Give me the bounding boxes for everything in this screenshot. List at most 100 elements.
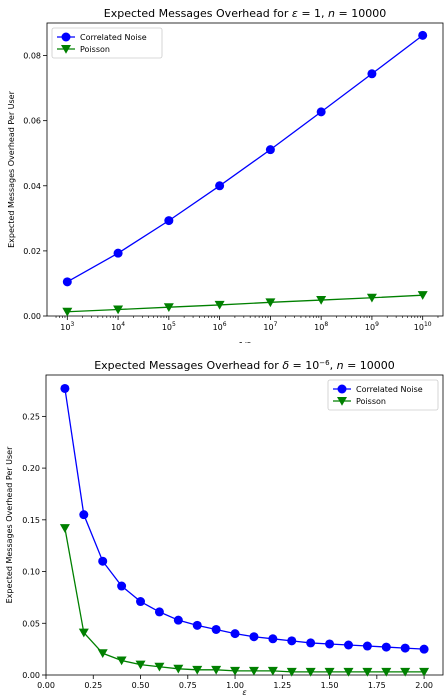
y-tick-label: 0.10	[22, 568, 40, 577]
legend: Correlated Noise Poisson	[327, 379, 439, 411]
data-point	[367, 69, 377, 79]
data-point	[268, 634, 278, 644]
data-point	[214, 300, 225, 310]
data-point	[164, 216, 174, 226]
y-axis-label: Expected Messages Overhead Per User	[7, 90, 16, 247]
data-point	[135, 660, 146, 670]
data-point	[62, 277, 72, 287]
x-axis-label: ε	[242, 688, 247, 697]
plot-frame	[45, 374, 444, 676]
data-point	[400, 667, 411, 677]
data-point	[154, 607, 164, 617]
y-tick-label: 0.20	[22, 464, 40, 473]
x-tick-label: 1010	[414, 321, 432, 332]
series-poisson	[62, 291, 428, 317]
data-point	[192, 665, 203, 675]
x-tick-label: 0.00	[37, 681, 55, 690]
series-line	[64, 388, 425, 650]
legend-marker	[61, 32, 71, 42]
data-point	[79, 510, 89, 520]
data-point	[343, 640, 353, 650]
data-point	[230, 629, 240, 639]
y-tick-label: 0.25	[22, 412, 40, 421]
legend-label: Poisson	[80, 45, 110, 54]
data-point	[248, 666, 259, 676]
data-point	[192, 620, 202, 630]
x-tick-label: 107	[263, 321, 277, 332]
legend-label: Correlated Noise	[356, 385, 423, 394]
data-point	[98, 556, 108, 566]
data-point	[362, 667, 373, 677]
data-point	[117, 581, 127, 591]
data-point	[362, 641, 372, 651]
data-point	[325, 639, 335, 649]
y-tick-label: 0.00	[22, 671, 40, 680]
data-point	[62, 307, 73, 317]
legend-box	[51, 27, 163, 59]
series-correlated-noise	[60, 383, 429, 654]
data-point	[267, 666, 278, 676]
legend-marker	[337, 397, 347, 406]
x-tick-label: 1.00	[226, 681, 244, 690]
legend-box	[327, 379, 439, 411]
x-tick-label: 1.75	[368, 681, 386, 690]
y-axis-label: Expected Messages Overhead Per User	[5, 446, 14, 603]
data-point	[113, 248, 123, 258]
data-point	[417, 291, 428, 300]
data-point	[400, 643, 410, 653]
series-line	[66, 34, 424, 283]
data-point	[419, 667, 430, 677]
data-point	[249, 632, 259, 642]
data-point	[316, 107, 326, 117]
x-axis-label: 1/δ	[239, 341, 252, 343]
data-point	[381, 667, 392, 677]
data-point	[306, 638, 316, 648]
series-line	[64, 527, 425, 673]
data-point	[287, 636, 297, 646]
data-point	[316, 296, 327, 305]
data-point	[286, 667, 297, 677]
x-tick-label: 104	[111, 321, 125, 332]
data-point	[215, 181, 225, 191]
series-poisson	[59, 524, 430, 677]
y-tick-label: 0.04	[23, 182, 41, 191]
data-point	[173, 664, 184, 674]
series-correlated-noise	[62, 30, 428, 287]
x-tick-label: 109	[365, 321, 379, 332]
chart-title: Expected Messages Overhead for ε = 1, n …	[104, 7, 386, 20]
x-tick-label: 108	[314, 321, 328, 332]
legend-label: Correlated Noise	[80, 33, 147, 42]
x-tick-label: 1.50	[321, 681, 339, 690]
legend-marker	[337, 384, 347, 394]
y-tick-label: 0.00	[23, 312, 41, 321]
x-tick-label: 105	[162, 321, 176, 332]
data-point	[418, 30, 428, 40]
data-point	[78, 628, 89, 638]
x-tick-label: 0.25	[84, 681, 102, 690]
legend-label: Poisson	[356, 397, 386, 406]
series-line	[67, 294, 423, 313]
data-point	[60, 383, 70, 393]
data-point	[59, 524, 70, 533]
chart-title: Expected Messages Overhead for δ = 10−6,…	[94, 359, 395, 372]
chart-delta-1e-6: Expected Messages Overhead for δ = 10−6,…	[5, 359, 444, 697]
data-point	[324, 667, 335, 677]
data-point	[305, 667, 316, 677]
data-point	[230, 666, 241, 676]
data-point	[265, 298, 276, 308]
y-tick-label: 0.05	[22, 619, 40, 628]
data-point	[154, 662, 165, 672]
x-tick-label: 2.00	[415, 681, 433, 690]
data-point	[343, 667, 354, 677]
data-point	[113, 305, 124, 315]
data-point	[97, 649, 108, 659]
legend: Correlated Noise Poisson	[51, 27, 163, 59]
data-point	[116, 656, 127, 666]
y-tick-label: 0.06	[23, 117, 41, 126]
y-tick-label: 0.02	[23, 247, 41, 256]
x-tick-label: 1.25	[273, 681, 291, 690]
data-point	[136, 597, 146, 607]
x-tick-label: 106	[213, 321, 227, 332]
data-point	[381, 642, 391, 652]
data-point	[419, 644, 429, 654]
